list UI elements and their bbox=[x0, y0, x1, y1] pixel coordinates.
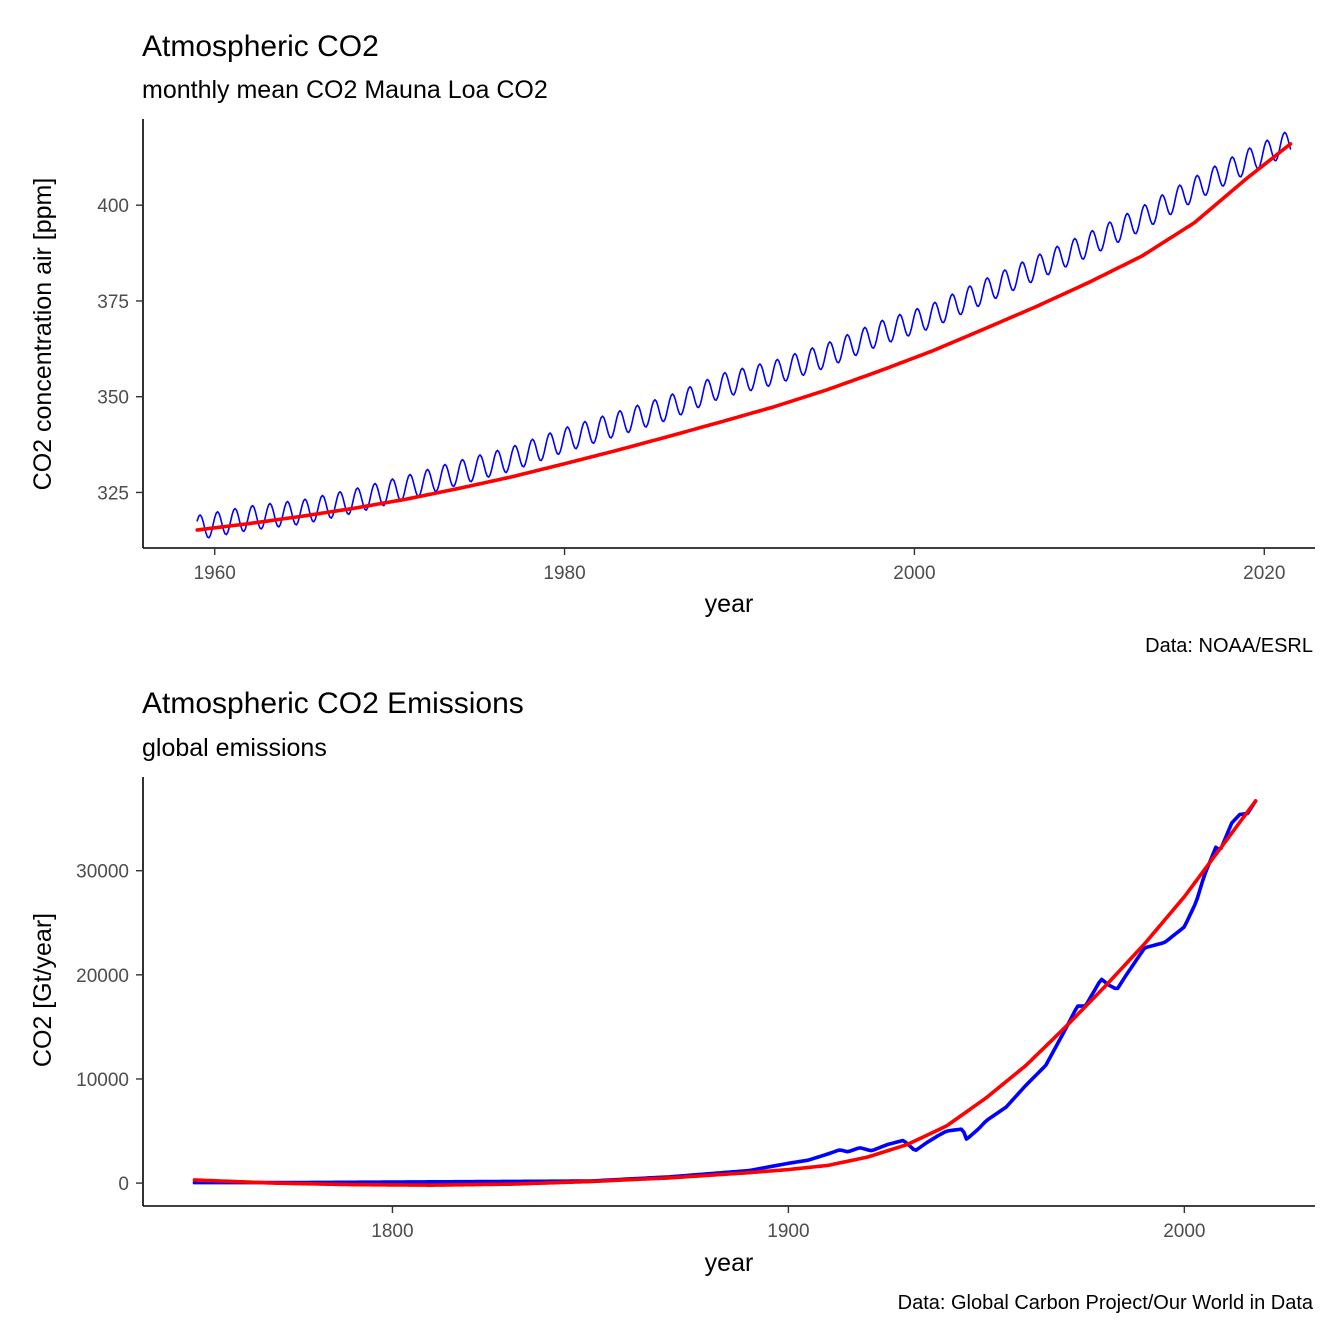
chart-title: Atmospheric CO2 bbox=[142, 30, 379, 63]
chart-title: Atmospheric CO2 Emissions bbox=[142, 687, 524, 720]
data-series-line bbox=[196, 131, 1292, 539]
y-tick-label: 30000 bbox=[76, 862, 129, 883]
x-tick-label: 1960 bbox=[194, 563, 236, 584]
x-axis-ticks: 1800 1900 2000 bbox=[371, 1206, 1205, 1242]
y-tick-label: 10000 bbox=[76, 1070, 129, 1091]
chart-subtitle: monthly mean CO2 Mauna Loa CO2 bbox=[142, 76, 548, 104]
x-tick-label: 2020 bbox=[1243, 563, 1285, 584]
x-axis-title: year bbox=[705, 1249, 754, 1277]
chart-subtitle: global emissions bbox=[142, 734, 327, 762]
y-axis-ticks: 325 350 375 400 bbox=[97, 196, 143, 504]
trend-line bbox=[192, 799, 1258, 1187]
x-tick-label: 2000 bbox=[893, 563, 935, 584]
co2-concentration-panel: Atmospheric CO2 monthly mean CO2 Mauna L… bbox=[29, 30, 1315, 657]
plot-area bbox=[192, 799, 1258, 1187]
plot-area bbox=[195, 131, 1293, 539]
y-tick-label: 20000 bbox=[76, 966, 129, 987]
y-axis-title: CO2 concentration air [ppm] bbox=[29, 178, 57, 491]
co2-emissions-panel: Atmospheric CO2 Emissions global emissio… bbox=[29, 687, 1315, 1314]
y-tick-label: 325 bbox=[97, 483, 129, 504]
x-tick-label: 1980 bbox=[543, 563, 585, 584]
trend-line bbox=[195, 142, 1293, 532]
x-axis-ticks: 1960 1980 2000 2020 bbox=[194, 548, 1285, 584]
y-tick-label: 400 bbox=[97, 196, 129, 217]
x-tick-label: 2000 bbox=[1163, 1221, 1205, 1242]
data-series-line bbox=[192, 799, 1258, 1185]
y-tick-label: 375 bbox=[97, 292, 129, 313]
x-axis-title: year bbox=[705, 590, 754, 618]
y-tick-label: 0 bbox=[118, 1174, 129, 1195]
y-axis-ticks: 0 10000 20000 30000 bbox=[76, 862, 143, 1195]
chart-caption: Data: Global Carbon Project/Our World in… bbox=[898, 1292, 1314, 1314]
y-axis-title: CO2 [Gt/year] bbox=[29, 913, 57, 1067]
x-tick-label: 1900 bbox=[767, 1221, 809, 1242]
y-tick-label: 350 bbox=[97, 388, 129, 409]
x-tick-label: 1800 bbox=[371, 1221, 413, 1242]
chart-caption: Data: NOAA/ESRL bbox=[1145, 635, 1313, 657]
